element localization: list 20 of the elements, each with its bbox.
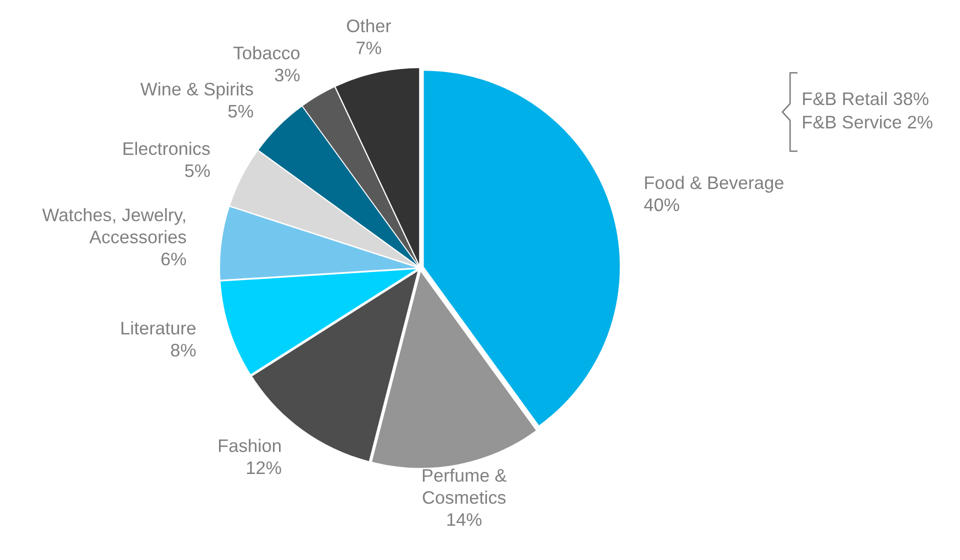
- text: F&B Service 2%: [803, 115, 932, 129]
- data-label: 12%: [246, 461, 282, 474]
- data-label: 7%: [356, 42, 382, 54]
- slice-label: Wine & Spirits: [140, 82, 254, 100]
- slice-label: Other: [346, 19, 391, 32]
- data-label: 3%: [274, 68, 300, 82]
- slice-label: Literature: [122, 321, 196, 334]
- data-label: 8%: [171, 344, 196, 357]
- data-label: 40%: [644, 198, 680, 212]
- text: F&B Retail 38%: [803, 92, 928, 106]
- slice-label: Watches, Jewelry, Accessories: [42, 208, 186, 244]
- data-label: 5%: [228, 104, 254, 118]
- slice-label: Tobacco: [233, 46, 300, 60]
- slice-label: Perfume & Cosmetics: [422, 468, 506, 504]
- data-label: 6%: [161, 252, 186, 266]
- slice-label: Food & Beverage: [645, 176, 784, 193]
- slice-label: Fashion: [219, 438, 281, 452]
- data-label: 5%: [185, 164, 210, 178]
- data-label: 14%: [447, 513, 482, 526]
- slice-label: Electronics: [124, 142, 210, 156]
